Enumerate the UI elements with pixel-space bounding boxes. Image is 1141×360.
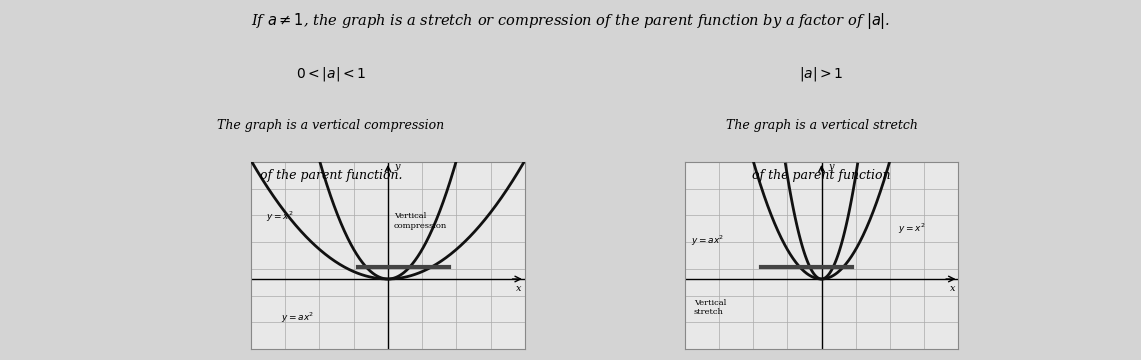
Text: x: x <box>516 284 521 293</box>
Text: The graph is a vertical stretch: The graph is a vertical stretch <box>726 119 917 132</box>
Text: of the parent function: of the parent function <box>752 169 891 182</box>
Text: $y = x^2$: $y = x^2$ <box>266 210 294 225</box>
Text: $y = ax^2$: $y = ax^2$ <box>690 234 723 248</box>
Text: of the parent function.: of the parent function. <box>260 169 402 182</box>
Text: y: y <box>828 162 833 171</box>
Text: y: y <box>395 162 399 171</box>
Text: $0 < |a| < 1$: $0 < |a| < 1$ <box>296 65 366 83</box>
Text: $|a| > 1$: $|a| > 1$ <box>799 65 844 83</box>
Text: The graph is a vertical compression: The graph is a vertical compression <box>217 119 445 132</box>
Text: $y = x^2$: $y = x^2$ <box>898 222 925 236</box>
Text: Vertical
stretch: Vertical stretch <box>694 299 726 316</box>
Text: If $a \neq 1$, the graph is a stretch or compression of the parent function by a: If $a \neq 1$, the graph is a stretch or… <box>251 11 890 31</box>
Text: x: x <box>949 284 955 293</box>
Text: $y = ax^2$: $y = ax^2$ <box>282 311 315 325</box>
Text: Vertical
compression: Vertical compression <box>394 212 447 230</box>
